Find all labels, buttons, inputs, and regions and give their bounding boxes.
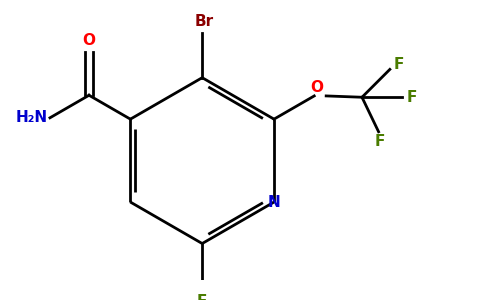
Text: F: F	[393, 57, 404, 72]
Text: F: F	[375, 134, 385, 149]
Text: O: O	[310, 80, 323, 95]
Text: O: O	[82, 33, 95, 48]
Text: F: F	[197, 294, 207, 300]
Text: F: F	[407, 90, 417, 105]
Text: H₂N: H₂N	[15, 110, 47, 125]
Text: Br: Br	[195, 14, 214, 29]
Text: N: N	[268, 195, 280, 210]
